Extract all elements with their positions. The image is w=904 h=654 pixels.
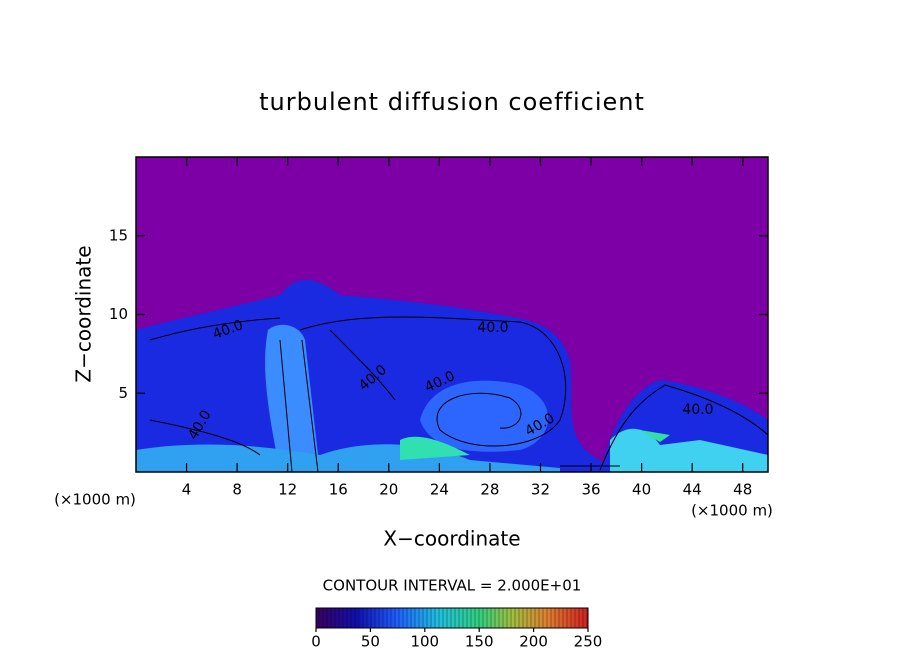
y-unit-label: (×1000 m) xyxy=(54,491,136,509)
colorbar-tick-label: 0 xyxy=(311,633,321,651)
y-axis-label: Z−coordinate xyxy=(72,245,96,382)
field: 40.0 40.040.0 40.040.040.0 40.0 xyxy=(136,157,768,472)
x-tick-label: 20 xyxy=(379,481,398,499)
y-tick-label: 15 xyxy=(109,226,128,244)
colorbar-tick-label: 150 xyxy=(465,633,494,651)
y-tick-label: 5 xyxy=(118,384,128,402)
x-tick-label: 44 xyxy=(683,481,702,499)
x-tick-label: 8 xyxy=(232,481,242,499)
x-tick-label: 12 xyxy=(278,481,297,499)
x-tick-label: 36 xyxy=(581,481,600,499)
colorbar-tick-label: 200 xyxy=(519,633,548,651)
field-blob xyxy=(400,436,470,460)
x-axis-label: X−coordinate xyxy=(383,527,520,551)
field-blob xyxy=(610,428,768,472)
x-tick-label: 16 xyxy=(329,481,348,499)
contour-interval: CONTOUR INTERVAL = 2.000E+01 xyxy=(323,577,582,595)
x-tick-label: 48 xyxy=(733,481,752,499)
x-tick-label: 24 xyxy=(430,481,449,499)
colorbar-tick-label: 250 xyxy=(574,633,603,651)
colorbar-ramp xyxy=(315,607,589,629)
x-tick-label: 32 xyxy=(531,481,550,499)
colorbar-tick-label: 100 xyxy=(410,633,439,651)
field-blob xyxy=(640,430,670,442)
field-blob xyxy=(136,444,560,472)
field-blob xyxy=(265,324,320,472)
x-tick-label: 4 xyxy=(182,481,192,499)
x-tick-label: 28 xyxy=(480,481,499,499)
colorbar: 0 50 100 150 200 250 xyxy=(311,607,603,651)
field-blob xyxy=(420,380,549,452)
chart-title: turbulent diffusion coefficient xyxy=(259,88,645,116)
colorbar-tick-label: 50 xyxy=(361,633,380,651)
x-tick-label: 40 xyxy=(632,481,651,499)
y-tick-label: 10 xyxy=(109,305,128,323)
contour-label: 40.0 xyxy=(477,320,508,336)
x-unit-label: (×1000 m) xyxy=(691,502,773,520)
contour-label: 40.0 xyxy=(682,402,713,418)
